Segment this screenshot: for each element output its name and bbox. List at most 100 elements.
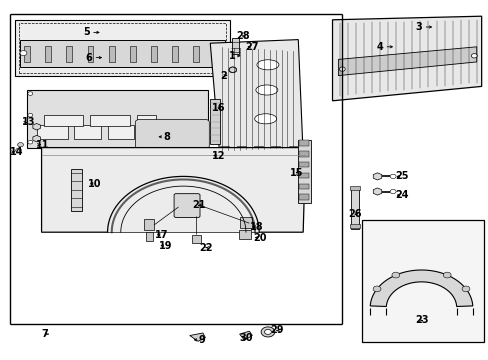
Circle shape — [264, 329, 271, 334]
Bar — [238, 230, 250, 239]
Circle shape — [470, 54, 476, 58]
Circle shape — [217, 50, 224, 55]
Bar — [361, 220, 483, 342]
FancyBboxPatch shape — [135, 120, 209, 149]
Text: 13: 13 — [22, 117, 36, 127]
Circle shape — [28, 92, 33, 95]
Bar — [27, 90, 207, 148]
Text: 8: 8 — [163, 132, 170, 142]
Text: 9: 9 — [198, 335, 205, 345]
Circle shape — [18, 143, 23, 147]
Bar — [144, 219, 154, 230]
Bar — [151, 46, 157, 62]
Circle shape — [28, 113, 33, 117]
Bar — [66, 46, 72, 62]
Bar — [90, 115, 129, 126]
Text: 11: 11 — [36, 140, 49, 150]
Bar — [45, 46, 51, 62]
Polygon shape — [189, 333, 205, 341]
Bar — [288, 146, 297, 155]
Bar — [271, 146, 280, 155]
Text: 15: 15 — [289, 168, 303, 178]
Text: 17: 17 — [155, 230, 168, 240]
Text: 2: 2 — [220, 71, 226, 81]
Circle shape — [261, 327, 274, 337]
Bar — [299, 173, 308, 178]
Text: 28: 28 — [235, 31, 249, 41]
Text: 5: 5 — [83, 27, 90, 37]
Text: 20: 20 — [252, 233, 266, 243]
Bar — [220, 146, 228, 155]
Bar — [239, 217, 251, 228]
Bar — [232, 38, 239, 54]
Text: 12: 12 — [211, 150, 224, 161]
Ellipse shape — [255, 85, 277, 95]
Bar — [15, 20, 229, 76]
Text: 19: 19 — [158, 240, 172, 251]
Bar — [163, 120, 193, 140]
Text: 25: 25 — [394, 171, 407, 181]
Text: 22: 22 — [199, 243, 212, 253]
Text: 7: 7 — [41, 329, 48, 339]
Bar — [214, 46, 220, 62]
Bar — [299, 140, 308, 146]
Circle shape — [442, 272, 450, 278]
Bar — [237, 146, 245, 155]
Bar — [193, 46, 199, 62]
Circle shape — [391, 272, 399, 278]
Circle shape — [16, 148, 21, 153]
Text: 10: 10 — [88, 179, 102, 189]
Circle shape — [461, 286, 469, 292]
Text: 1: 1 — [228, 51, 235, 61]
Bar — [19, 23, 225, 73]
Circle shape — [228, 67, 236, 73]
Text: 26: 26 — [347, 209, 361, 219]
Circle shape — [339, 67, 345, 71]
Bar — [130, 46, 136, 62]
Bar — [299, 184, 308, 189]
Bar — [20, 40, 224, 67]
Bar — [298, 140, 310, 203]
Bar — [108, 46, 114, 62]
Text: 30: 30 — [239, 333, 253, 343]
Bar — [137, 115, 156, 127]
Text: 23: 23 — [415, 315, 428, 325]
Polygon shape — [107, 176, 259, 232]
Polygon shape — [41, 148, 305, 232]
Text: 3: 3 — [415, 22, 422, 32]
Text: 16: 16 — [211, 103, 224, 113]
Bar — [172, 46, 178, 62]
Text: 4: 4 — [376, 42, 383, 52]
Polygon shape — [369, 270, 472, 306]
Bar — [37, 125, 68, 139]
Bar — [210, 99, 220, 144]
Ellipse shape — [256, 60, 278, 70]
Bar — [87, 46, 93, 62]
Circle shape — [389, 189, 395, 194]
Bar — [107, 125, 134, 139]
Text: 27: 27 — [245, 42, 259, 52]
Text: 18: 18 — [250, 222, 264, 232]
Circle shape — [20, 50, 27, 55]
Bar — [299, 194, 308, 200]
Text: 14: 14 — [10, 147, 23, 157]
Text: 24: 24 — [394, 190, 407, 200]
Bar — [74, 125, 101, 139]
Bar — [71, 169, 81, 211]
Polygon shape — [239, 331, 252, 340]
Bar — [24, 46, 30, 62]
FancyBboxPatch shape — [174, 194, 200, 217]
Circle shape — [389, 174, 395, 179]
Bar — [299, 162, 308, 167]
Bar — [254, 146, 263, 155]
Ellipse shape — [254, 114, 276, 124]
Text: 21: 21 — [191, 200, 205, 210]
Bar — [299, 151, 308, 157]
Bar — [349, 224, 360, 228]
Text: 29: 29 — [269, 325, 283, 336]
Polygon shape — [210, 40, 303, 158]
Bar — [350, 189, 358, 229]
Polygon shape — [332, 16, 481, 101]
Bar — [44, 115, 83, 126]
Circle shape — [28, 140, 33, 144]
